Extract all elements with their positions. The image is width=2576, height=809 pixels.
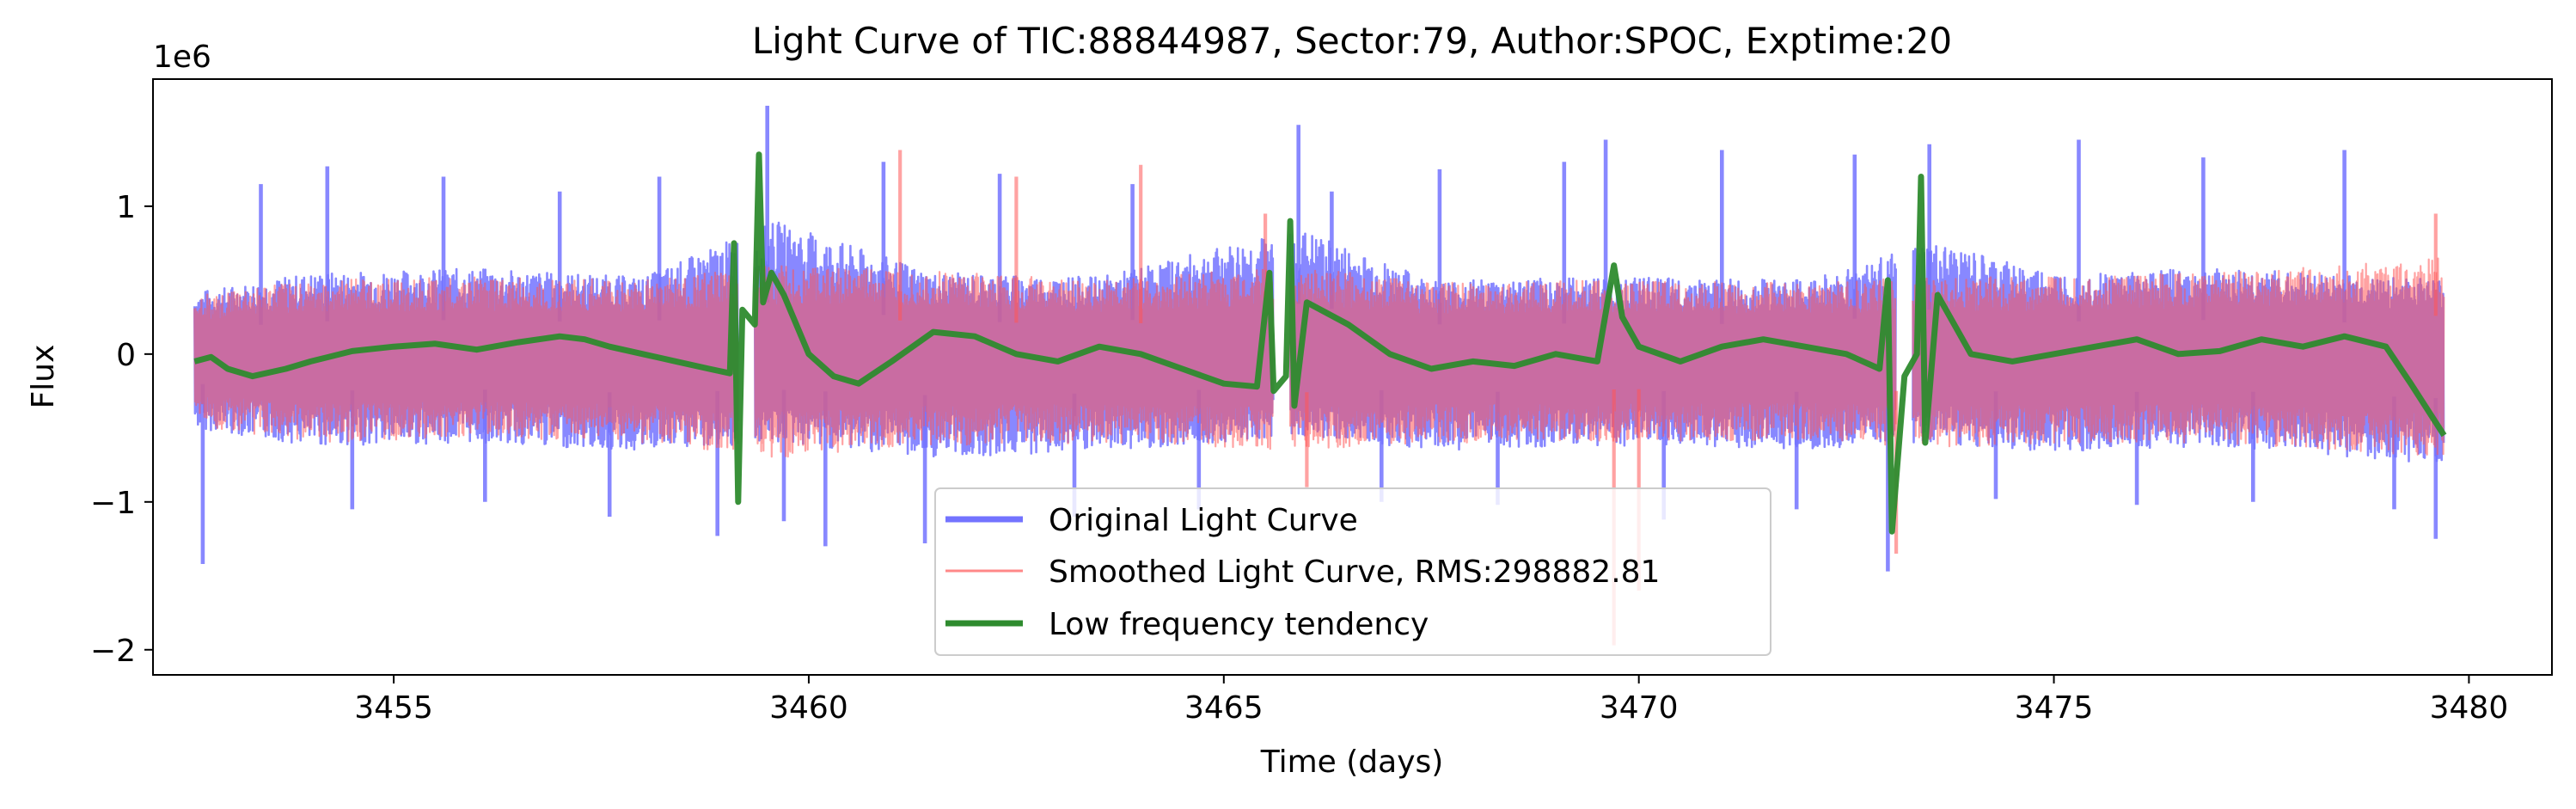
chart-title: Light Curve of TIC:88844987, Sector:79, … (752, 20, 1952, 62)
legend: Original Light Curve Smoothed Light Curv… (934, 487, 1771, 656)
legend-box (934, 487, 1771, 656)
y-axis-label: Flux (26, 345, 61, 409)
x-tick-label: 3455 (354, 690, 433, 726)
legend-label-tendency: Low frequency tendency (1049, 607, 1429, 642)
legend-label-smoothed: Smoothed Light Curve, RMS:298882.81 (1049, 555, 1660, 590)
series-1-trace (193, 257, 2445, 458)
y-tick-label: −1 (90, 486, 136, 521)
plot-area (193, 106, 2447, 646)
x-tick-label: 3460 (769, 690, 848, 726)
plot-frame (152, 78, 2553, 676)
legend-label-original: Original Light Curve (1049, 503, 1358, 538)
y-tick-label: 1 (116, 190, 136, 225)
series-2-line (193, 151, 2447, 535)
x-axis-label: Time (days) (1260, 745, 1444, 780)
y-axis-ticks: −2 −1 0 1 (90, 190, 153, 669)
x-tick-label: 3465 (1184, 690, 1264, 726)
y-tick-label: −2 (90, 634, 136, 669)
y-tick-label: 0 (116, 338, 136, 373)
x-axis-ticks: 3455 3460 3465 3470 3475 3480 (354, 675, 2508, 726)
y-offset-label: 1e6 (153, 40, 211, 75)
x-tick-label: 3470 (1600, 690, 1679, 726)
low-frequency-tendency-layer (193, 151, 2447, 535)
x-tick-label: 3475 (2015, 690, 2094, 726)
x-tick-label: 3480 (2430, 690, 2509, 726)
